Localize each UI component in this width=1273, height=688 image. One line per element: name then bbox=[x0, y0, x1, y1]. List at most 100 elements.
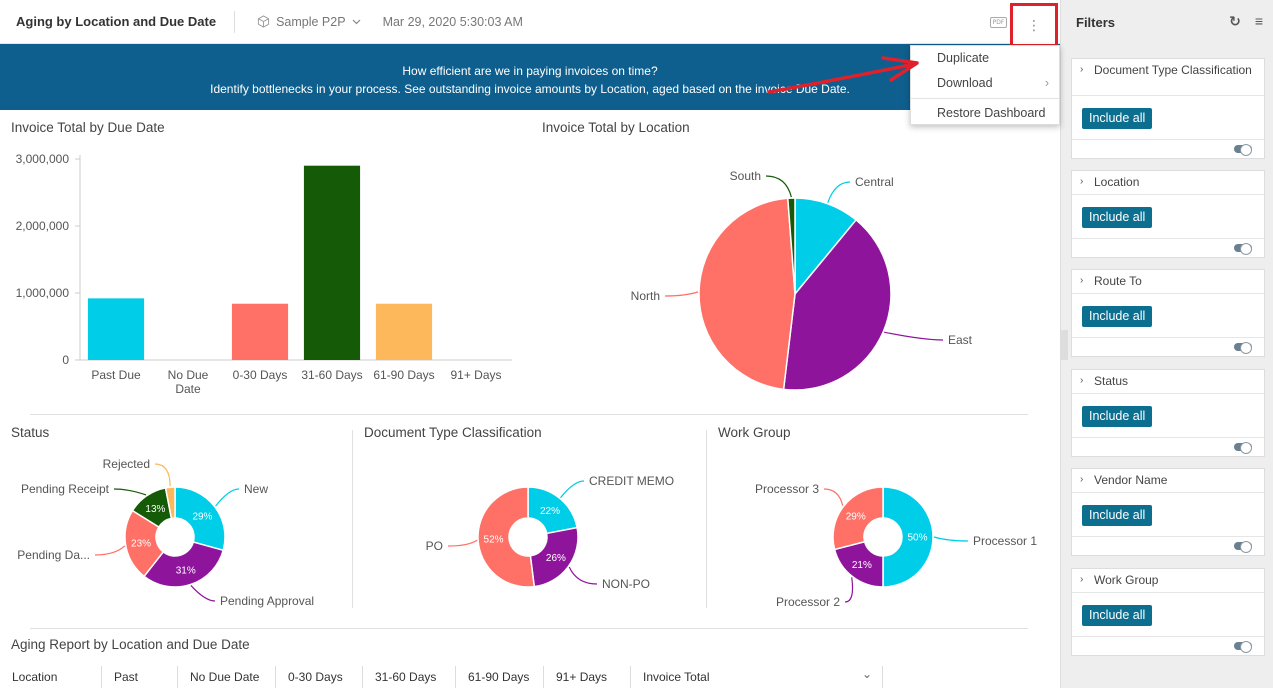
datasource-picker[interactable]: Sample P2P bbox=[257, 15, 360, 29]
filter-document-type: › Document Type Classification Include al… bbox=[1071, 58, 1265, 159]
banner-question: How efficient are we in paying invoices … bbox=[402, 64, 658, 78]
filter-title: Route To bbox=[1094, 274, 1142, 288]
filter-route-to: › Route To Include all bbox=[1071, 269, 1265, 357]
bar[interactable] bbox=[375, 303, 433, 360]
slice-percent-label: 52% bbox=[484, 535, 504, 546]
slice-category-label: Pending Da... bbox=[17, 548, 90, 562]
leader-line bbox=[827, 181, 851, 203]
column-header-no-due-date[interactable]: No Due Date bbox=[178, 666, 276, 688]
chevron-right-icon: › bbox=[1044, 76, 1049, 90]
filter-title-row[interactable]: › Status bbox=[1072, 370, 1264, 394]
filter-toggle[interactable] bbox=[1234, 641, 1252, 653]
slice-percent-label: 29% bbox=[192, 512, 212, 523]
include-all-button[interactable]: Include all bbox=[1082, 505, 1153, 526]
splitter-handle[interactable] bbox=[1060, 330, 1068, 360]
slice-category-label: Pending Approval bbox=[220, 594, 314, 608]
column-header-location[interactable]: Location bbox=[0, 666, 102, 688]
filter-toggle[interactable] bbox=[1234, 442, 1252, 454]
chevron-down-icon bbox=[352, 19, 360, 24]
slice-category-label: South bbox=[730, 169, 761, 183]
column-header-91-plus[interactable]: 91+ Days bbox=[544, 666, 631, 688]
filter-toggle[interactable] bbox=[1234, 342, 1252, 354]
chevron-right-icon: › bbox=[1080, 474, 1084, 485]
include-all-button[interactable]: Include all bbox=[1082, 406, 1153, 427]
pie-slice[interactable] bbox=[124, 509, 165, 578]
hamburger-menu-icon[interactable]: ≡ bbox=[1254, 13, 1263, 29]
column-header-0-30[interactable]: 0-30 Days bbox=[276, 666, 363, 688]
x-tick-label: 91+ Days bbox=[450, 368, 501, 382]
aging-report-table-header: Location Past No Due Date 0-30 Days 31-6… bbox=[0, 666, 883, 688]
filter-toggle[interactable] bbox=[1234, 541, 1252, 553]
menu-item-label: Duplicate bbox=[937, 51, 990, 65]
pie-slice[interactable] bbox=[833, 540, 884, 588]
location-pie-chart: 11% Central 41% East 47% North South bbox=[631, 140, 973, 391]
status-chart-title: Status bbox=[11, 425, 50, 440]
pie-slice[interactable] bbox=[529, 526, 579, 588]
pie-slice[interactable] bbox=[698, 197, 796, 391]
column-header-31-60[interactable]: 31-60 Days bbox=[363, 666, 456, 688]
filter-title-row[interactable]: › Document Type Classification bbox=[1072, 59, 1264, 96]
column-header-invoice-total[interactable]: Invoice Total ⌄ bbox=[631, 666, 883, 688]
filter-title: Vendor Name bbox=[1094, 473, 1168, 487]
column-header-61-90[interactable]: 61-90 Days bbox=[456, 666, 544, 688]
pie-slice[interactable] bbox=[143, 541, 225, 588]
column-header-past[interactable]: Past bbox=[102, 666, 178, 688]
pie-slice[interactable] bbox=[164, 486, 176, 520]
due-date-chart-title: Invoice Total by Due Date bbox=[11, 120, 165, 135]
x-tick-label: No Due bbox=[168, 368, 209, 382]
pdf-export-icon[interactable]: PDF bbox=[990, 17, 1007, 28]
pie-slice[interactable] bbox=[786, 197, 796, 295]
leader-line bbox=[884, 331, 944, 341]
chevron-right-icon: › bbox=[1080, 176, 1084, 187]
filter-work-group: › Work Group Include all bbox=[1071, 568, 1265, 656]
slice-percent-label: 22% bbox=[540, 506, 560, 517]
filter-title-row[interactable]: › Route To bbox=[1072, 270, 1264, 294]
pie-slice[interactable] bbox=[794, 197, 858, 297]
filters-title: Filters bbox=[1076, 14, 1116, 30]
y-tick-label: 1,000,000 bbox=[16, 286, 70, 300]
x-tick-label: 0-30 Days bbox=[233, 368, 288, 382]
more-options-button[interactable]: ⋮ bbox=[1010, 3, 1058, 47]
slice-category-label: CREDIT MEMO bbox=[589, 474, 674, 488]
include-all-button[interactable]: Include all bbox=[1082, 207, 1153, 228]
filter-title-row[interactable]: › Vendor Name bbox=[1072, 469, 1264, 493]
pie-slice[interactable] bbox=[782, 218, 892, 391]
filter-title: Work Group bbox=[1094, 573, 1159, 587]
column-header-label: Invoice Total bbox=[643, 670, 710, 684]
slice-percent-label: 26% bbox=[546, 553, 566, 564]
bar[interactable] bbox=[303, 165, 361, 360]
include-all-button[interactable]: Include all bbox=[1082, 306, 1153, 327]
filter-title: Document Type Classification bbox=[1094, 63, 1252, 77]
due-date-bar-chart: 0 1,000,000 2,000,000 3,000,000 Past Due No D… bbox=[16, 152, 512, 396]
chevron-right-icon: › bbox=[1080, 64, 1084, 75]
expand-chevron-icon[interactable]: ⌄ bbox=[861, 667, 872, 681]
bar[interactable] bbox=[87, 298, 145, 360]
menu-item-restore-dashboard[interactable]: Restore Dashboard bbox=[911, 101, 1059, 126]
refresh-icon[interactable]: ↻ bbox=[1229, 13, 1241, 29]
menu-item-duplicate[interactable]: Duplicate bbox=[911, 46, 1059, 71]
x-tick-label: Date bbox=[175, 382, 201, 396]
include-all-button[interactable]: Include all bbox=[1082, 108, 1153, 129]
slice-percent-label: 50% bbox=[907, 533, 927, 544]
slice-category-label: East bbox=[948, 333, 973, 347]
filters-sidebar: Filters ↻ ≡ › Document Type Classificatio… bbox=[1068, 0, 1273, 688]
slice-category-label: NON-PO bbox=[602, 577, 650, 591]
menu-item-download[interactable]: Download › bbox=[911, 71, 1059, 96]
leader-line bbox=[154, 463, 171, 487]
include-all-button[interactable]: Include all bbox=[1082, 605, 1153, 626]
filter-toggle[interactable] bbox=[1234, 144, 1252, 156]
slice-percent-label: 31% bbox=[176, 565, 196, 576]
filter-toggle[interactable] bbox=[1234, 243, 1252, 255]
filter-title-row[interactable]: › Work Group bbox=[1072, 569, 1264, 593]
chevron-right-icon: › bbox=[1080, 574, 1084, 585]
pie-slice[interactable] bbox=[174, 486, 226, 552]
panel-divider bbox=[706, 430, 707, 608]
pie-slice[interactable] bbox=[882, 486, 934, 588]
filter-title-row[interactable]: › Location bbox=[1072, 171, 1264, 195]
leader-line bbox=[447, 539, 478, 547]
dashboard-title: Aging by Location and Due Date bbox=[0, 10, 236, 33]
section-divider bbox=[30, 628, 1028, 629]
pie-slice[interactable] bbox=[477, 486, 536, 588]
pie-slice[interactable] bbox=[832, 486, 884, 551]
bar[interactable] bbox=[231, 303, 289, 360]
